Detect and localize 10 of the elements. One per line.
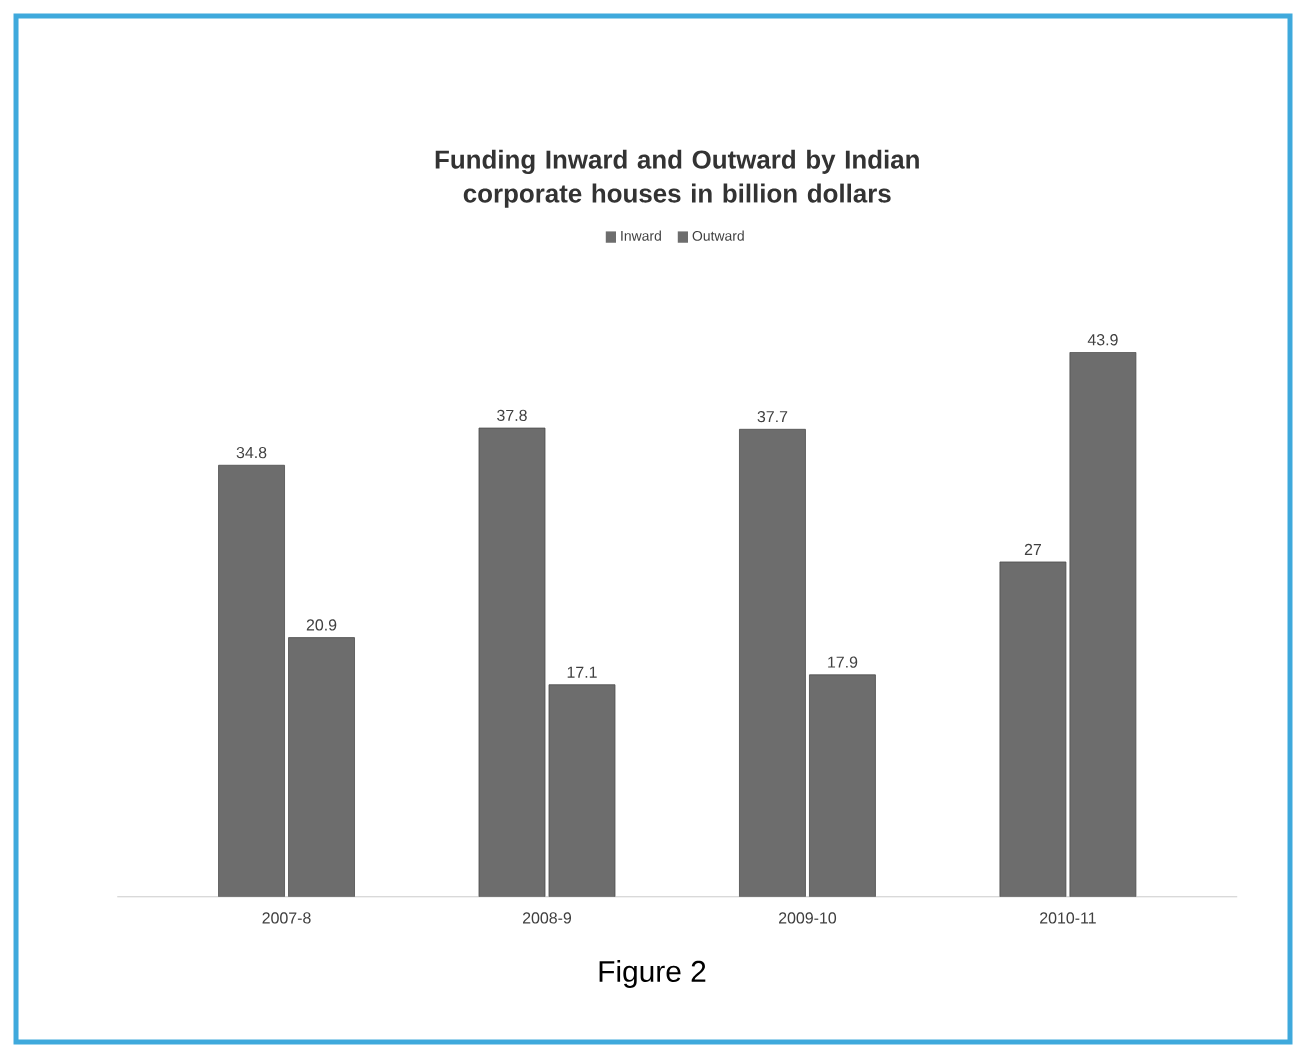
bar (1069, 352, 1137, 897)
bar (288, 637, 355, 897)
bar (548, 684, 616, 897)
bar (809, 674, 876, 897)
caption: Figure 2 (599, 960, 706, 988)
chart-title: Funding Inward and Outward by Indian corporate houses in billion dollars (435, 149, 919, 208)
bar (999, 561, 1067, 897)
bar (739, 428, 806, 897)
bar (478, 427, 546, 897)
bar (218, 464, 285, 897)
